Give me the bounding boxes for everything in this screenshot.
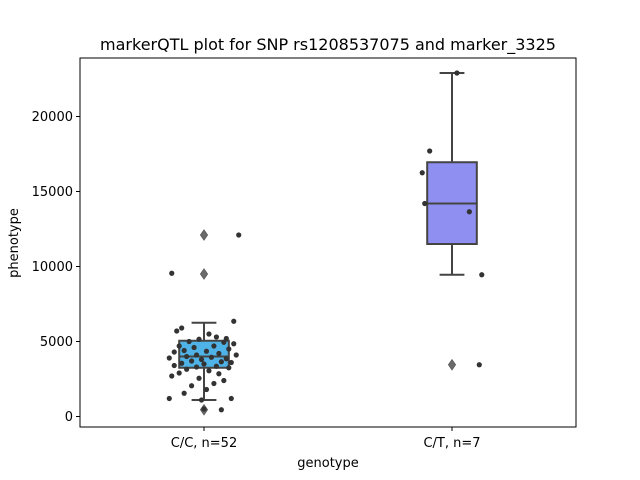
box-group	[166, 229, 242, 416]
data-point	[198, 397, 205, 403]
data-point	[179, 325, 185, 331]
data-point	[171, 362, 177, 369]
outlier-marker	[447, 358, 457, 371]
y-tick-label: 5000	[40, 335, 73, 350]
data-point	[422, 200, 428, 207]
data-point	[191, 344, 197, 351]
data-point	[223, 335, 229, 342]
data-point	[196, 375, 202, 381]
y-axis: 0 5000 10000 15000 20000	[32, 110, 80, 425]
data-point	[236, 232, 242, 238]
data-point	[189, 358, 195, 364]
data-point	[208, 354, 215, 360]
data-point	[231, 341, 237, 347]
data-point	[218, 407, 224, 413]
x-tick-label: C/T, n=7	[423, 436, 480, 451]
y-tick-label: 15000	[32, 185, 73, 200]
data-point	[193, 364, 200, 370]
data-point	[179, 360, 185, 366]
y-tick-label: 20000	[32, 110, 73, 125]
data-point	[226, 346, 232, 352]
data-point	[221, 339, 227, 345]
data-point	[206, 368, 212, 374]
x-tick-label: C/C, n=52	[171, 436, 237, 451]
data-point	[166, 355, 172, 361]
data-point	[181, 390, 187, 396]
data-point	[419, 170, 425, 176]
data-point	[201, 361, 207, 367]
data-point	[181, 347, 187, 354]
data-point	[203, 386, 210, 393]
data-point	[213, 363, 219, 369]
y-tick-label: 10000	[32, 260, 73, 275]
data-point	[233, 352, 239, 358]
data-point	[479, 272, 485, 278]
y-axis-label: phenotype	[7, 208, 22, 278]
data-point	[184, 366, 190, 372]
data-point	[186, 338, 192, 345]
data-point	[171, 349, 177, 355]
data-point	[231, 318, 237, 324]
data-point	[176, 343, 182, 349]
data-point	[216, 371, 222, 377]
data-point	[198, 356, 205, 363]
box-group	[419, 70, 485, 371]
data-point	[218, 359, 224, 365]
data-point	[226, 365, 232, 371]
data-point	[211, 380, 217, 387]
data-point	[176, 370, 182, 376]
data-point	[216, 350, 222, 357]
data-point	[228, 395, 234, 402]
chart-title: markerQTL plot for SNP rs1208537075 and …	[100, 35, 556, 55]
data-point	[454, 70, 460, 76]
data-point	[189, 383, 195, 389]
data-point	[213, 334, 219, 340]
y-tick-label: 0	[65, 410, 73, 425]
outlier-marker	[199, 268, 209, 280]
data-point	[476, 362, 482, 368]
data-point	[196, 336, 202, 342]
data-point	[211, 343, 217, 349]
data-point	[193, 352, 200, 358]
data-point	[201, 406, 207, 412]
data-point	[466, 209, 472, 215]
data-point	[223, 356, 229, 362]
plot-area	[166, 70, 485, 416]
x-axis-label: genotype	[297, 456, 358, 471]
outlier-marker	[199, 229, 209, 241]
data-point	[203, 348, 210, 354]
data-point	[174, 328, 180, 334]
plot-frame	[79, 57, 577, 428]
data-point	[169, 270, 175, 276]
x-axis: C/C, n=52 C/T, n=7	[171, 427, 481, 451]
data-point	[427, 148, 433, 154]
data-point	[169, 373, 175, 379]
data-point	[166, 395, 172, 402]
data-point	[184, 353, 190, 360]
data-point	[228, 359, 234, 366]
data-point	[221, 377, 227, 384]
data-point	[206, 331, 212, 337]
